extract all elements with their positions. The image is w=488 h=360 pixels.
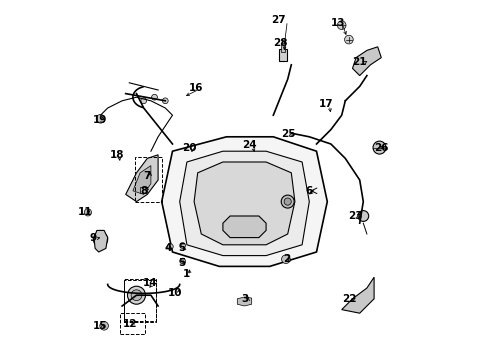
Text: 23: 23: [347, 211, 362, 221]
Circle shape: [372, 141, 385, 154]
Circle shape: [344, 35, 352, 44]
Bar: [278, 49, 286, 61]
Circle shape: [141, 98, 146, 104]
Circle shape: [127, 286, 145, 304]
Text: 18: 18: [109, 150, 123, 160]
PathPatch shape: [162, 137, 326, 266]
Circle shape: [337, 21, 346, 30]
Bar: [120, 313, 144, 334]
PathPatch shape: [341, 277, 373, 313]
Text: 6: 6: [305, 186, 312, 196]
Circle shape: [84, 209, 91, 216]
PathPatch shape: [194, 162, 294, 245]
Text: 16: 16: [188, 83, 203, 93]
Bar: [123, 279, 156, 322]
PathPatch shape: [179, 151, 309, 256]
Text: 12: 12: [123, 319, 137, 329]
Circle shape: [167, 244, 173, 249]
Text: 19: 19: [92, 114, 107, 125]
Text: 28: 28: [273, 38, 287, 48]
PathPatch shape: [94, 230, 107, 252]
Text: 5: 5: [178, 243, 185, 253]
Circle shape: [281, 195, 294, 208]
Circle shape: [162, 98, 168, 104]
Bar: [140, 187, 147, 193]
Text: 22: 22: [342, 294, 356, 304]
Text: 7: 7: [143, 171, 151, 181]
PathPatch shape: [223, 216, 265, 238]
Circle shape: [100, 321, 108, 330]
Circle shape: [179, 258, 185, 264]
Text: 17: 17: [318, 99, 332, 109]
Circle shape: [93, 232, 107, 247]
Text: 25: 25: [280, 129, 295, 139]
Text: 27: 27: [271, 15, 285, 25]
Text: 4: 4: [164, 243, 171, 253]
Text: 26: 26: [373, 143, 388, 153]
PathPatch shape: [237, 297, 251, 306]
Circle shape: [357, 211, 368, 221]
Text: 24: 24: [242, 140, 257, 150]
PathPatch shape: [352, 47, 381, 76]
Bar: [123, 280, 155, 321]
Text: 5: 5: [178, 258, 185, 268]
Text: 9: 9: [89, 233, 96, 243]
Circle shape: [179, 243, 185, 248]
Text: 13: 13: [330, 18, 345, 28]
Bar: [280, 43, 284, 52]
Text: 21: 21: [352, 57, 366, 67]
Text: 1: 1: [183, 269, 190, 279]
Circle shape: [96, 114, 104, 123]
Text: 11: 11: [78, 207, 92, 217]
PathPatch shape: [125, 155, 158, 202]
Text: 3: 3: [241, 294, 248, 304]
Circle shape: [131, 290, 142, 301]
Text: 2: 2: [283, 254, 290, 264]
Circle shape: [151, 94, 157, 100]
Text: 15: 15: [92, 321, 107, 331]
Circle shape: [284, 198, 291, 205]
PathPatch shape: [133, 166, 151, 194]
Text: 14: 14: [142, 278, 157, 288]
Text: 20: 20: [182, 143, 197, 153]
Text: 10: 10: [168, 288, 182, 298]
Text: 8: 8: [141, 186, 148, 196]
Bar: [134, 157, 162, 202]
Circle shape: [281, 255, 289, 264]
